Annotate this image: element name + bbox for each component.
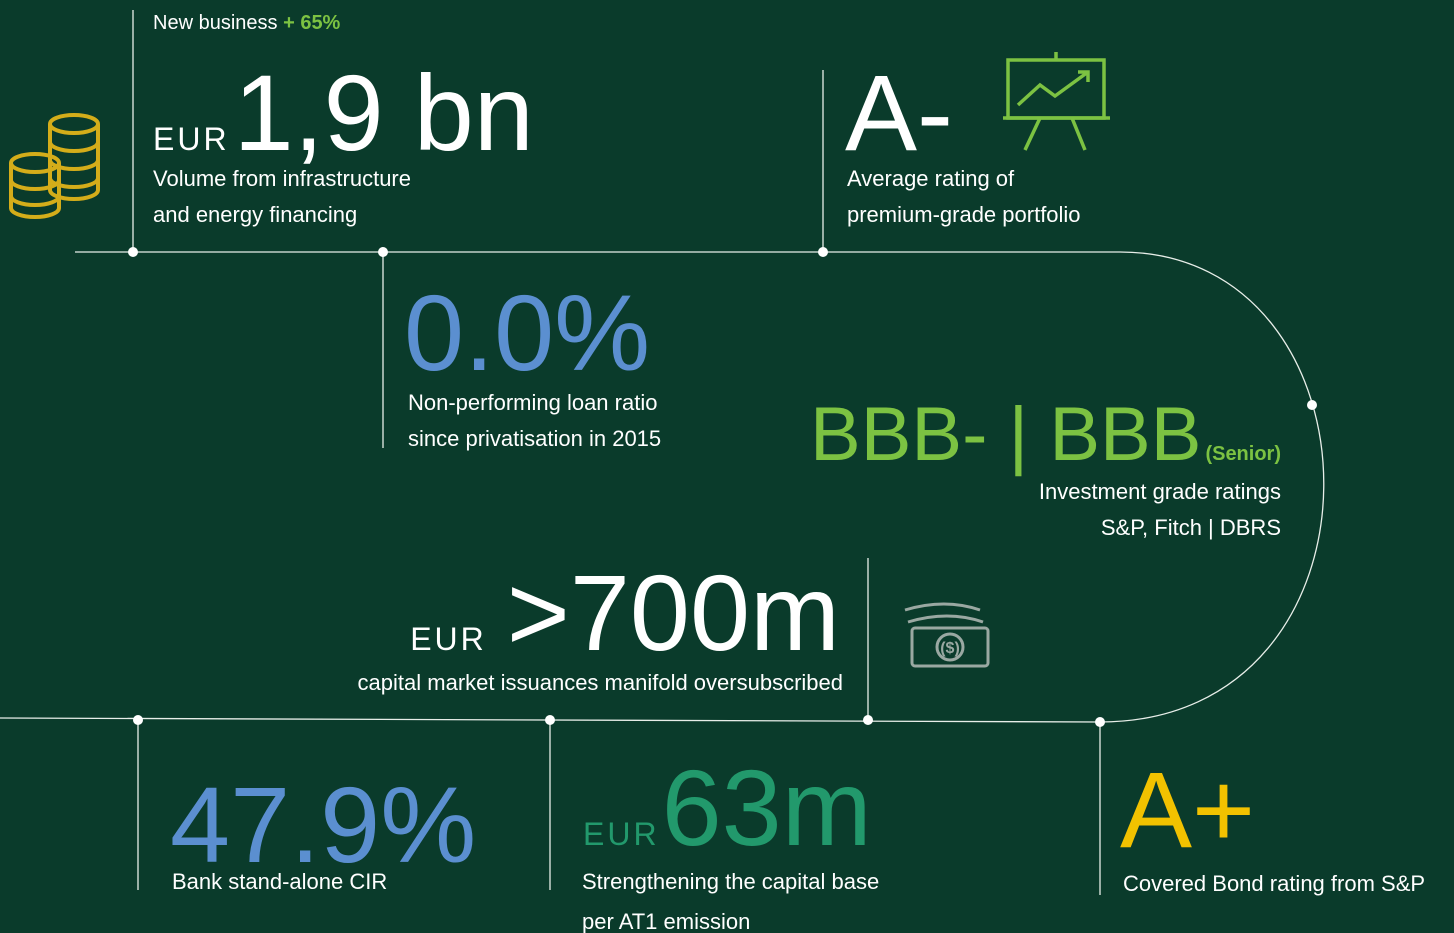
value: 1,9 bn [234, 52, 534, 173]
description: Non-performing loan ratio [408, 390, 657, 415]
value: A+ [1120, 749, 1255, 870]
dot [545, 715, 555, 725]
description: per AT1 emission [582, 909, 750, 933]
metric: EUR >700m [410, 552, 840, 673]
header-text: New business [153, 12, 278, 34]
value: >700m [507, 552, 840, 673]
dot [133, 715, 143, 725]
dots [128, 247, 1317, 727]
svg-text:($): ($) [940, 640, 960, 657]
dot [1095, 717, 1105, 727]
value: A- [845, 52, 953, 173]
description: Average rating of [847, 166, 1015, 191]
timeline-path [0, 251, 1325, 723]
description: since privatisation in 2015 [408, 426, 661, 451]
money-icon: ($) [904, 602, 990, 668]
dot [128, 247, 138, 257]
description: Bank stand-alone CIR [172, 869, 387, 894]
value: 47.9% [170, 764, 476, 885]
description: S&P, Fitch | DBRS [1101, 515, 1281, 540]
description: premium-grade portfolio [847, 202, 1081, 227]
description: Investment grade ratings [1039, 479, 1281, 504]
description: Strengthening the capital base [582, 869, 879, 894]
prefix: EUR [153, 121, 230, 157]
value: 63m [662, 747, 872, 868]
metric: EUR63m [583, 747, 872, 868]
dot [1307, 400, 1317, 410]
description: capital market issuances manifold oversu… [358, 670, 843, 695]
header: New business + 65% [153, 12, 341, 34]
dot [378, 247, 388, 257]
description: Volume from infrastructure [153, 166, 411, 191]
chart-icon [1003, 52, 1110, 151]
metric: BBB- | BBB (Senior) [810, 392, 1281, 477]
coins-icon [9, 113, 100, 219]
prefix: EUR [583, 816, 660, 852]
dot [818, 247, 828, 257]
vertical-lines [132, 10, 1101, 895]
value: 0.0% [404, 272, 650, 393]
prefix: EUR [410, 621, 487, 657]
dot [863, 715, 873, 725]
description: and energy financing [153, 202, 357, 227]
value: BBB- | BBB [810, 392, 1201, 477]
description: Covered Bond rating from S&P [1123, 871, 1425, 896]
metric: EUR1,9 bn [153, 52, 534, 173]
suffix: (Senior) [1205, 443, 1281, 465]
header-highlight: + 65% [283, 12, 340, 34]
